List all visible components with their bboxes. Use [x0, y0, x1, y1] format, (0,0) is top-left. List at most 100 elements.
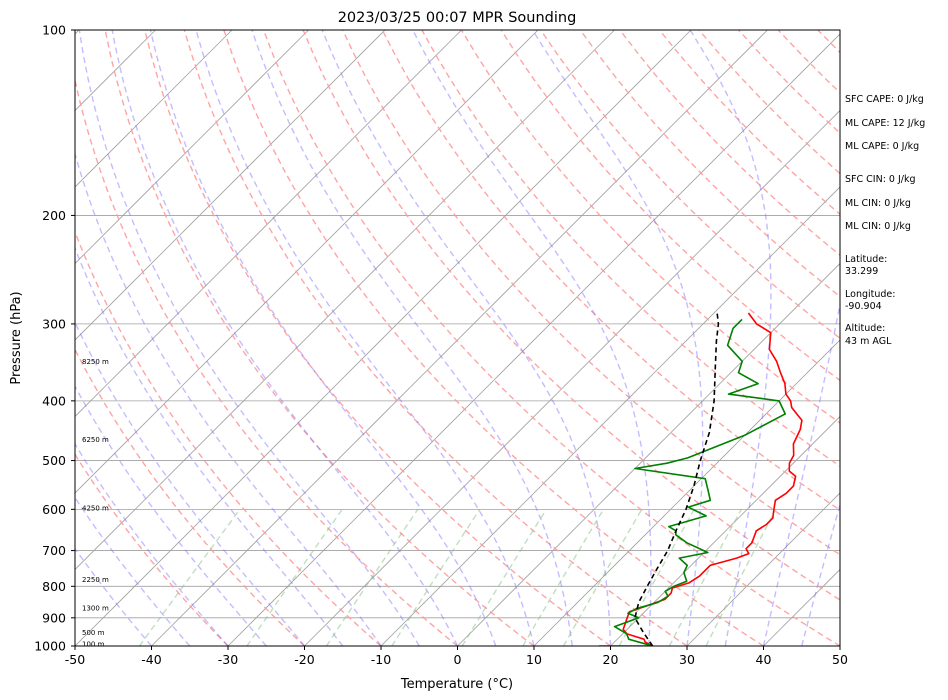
sfc-cin-label: SFC CIN: 0 J/kg	[845, 174, 916, 185]
y-tick-label: 800	[42, 579, 66, 594]
isotherm-line	[227, 33, 840, 646]
moist-adiabat-line	[75, 151, 382, 646]
moist-adiabat-line	[762, 300, 840, 646]
moist-adiabat-line	[195, 30, 535, 646]
mixing-ratio-line	[325, 508, 419, 646]
dry-adiabat-line	[75, 77, 458, 646]
height-label: 8250 m	[82, 358, 109, 366]
y-tick-label: 400	[42, 393, 66, 408]
y-tick-label: 500	[42, 453, 66, 468]
sfc-cape-label: SFC CAPE: 0 J/kg	[845, 94, 924, 105]
mixing-ratio-line	[461, 508, 547, 646]
mixing-ratio-line	[138, 508, 241, 646]
x-axis-label: Temperature (°C)	[400, 677, 513, 692]
isotherm-line	[75, 30, 539, 494]
isotherm-line	[686, 492, 840, 646]
ml-cin-label: ML CIN: 0 J/kg	[845, 198, 911, 209]
x-tick-label: -30	[218, 652, 238, 667]
isotherm-line	[75, 30, 233, 188]
moist-adiabat-line	[75, 442, 229, 646]
location-info: Latitude: 33.299 Longitude: -90.904 Alti…	[845, 254, 895, 347]
isotherm-line	[75, 30, 386, 341]
moist-adiabat-line	[111, 30, 459, 646]
background-lines	[75, 30, 948, 646]
x-tick-label: 40	[756, 652, 772, 667]
mixing-ratio-line	[391, 508, 481, 646]
altitude-value: 43 m AGL	[845, 336, 892, 347]
y-tick-label: 900	[42, 610, 66, 625]
x-axis: -50 -40 -30 -20 -10 0 10 20 30 40 50	[65, 646, 848, 667]
isotherm-line	[610, 415, 840, 646]
mixing-ratio-line	[246, 508, 343, 646]
y-tick-label: 200	[42, 208, 66, 223]
y-tick-label: 300	[42, 316, 66, 331]
moist-adiabat-line	[78, 30, 420, 646]
height-label: 100 m	[82, 640, 105, 648]
dry-adiabat-line	[104, 30, 535, 646]
mixing-ratio-line	[668, 508, 742, 646]
dry-adiabat-line	[223, 30, 764, 646]
height-label: 6250 m	[82, 436, 109, 444]
dry-adiabat-line	[183, 30, 688, 646]
x-tick-label: 50	[832, 652, 848, 667]
y-axis: 1000 900 800 700 600 500 400 300 200 100	[34, 23, 75, 654]
moist-adiabat-line	[75, 496, 191, 646]
moist-adiabat-line	[75, 384, 267, 646]
dry-adiabat-line	[75, 229, 382, 646]
isotherm-line	[75, 30, 615, 571]
x-tick-label: 10	[526, 652, 542, 667]
isotherm-line	[151, 30, 768, 646]
mixing-ratio-line	[562, 508, 643, 646]
moist-adiabat-line	[689, 30, 772, 646]
mixing-ratio-line	[522, 508, 605, 646]
height-label: 4250 m	[82, 505, 109, 513]
y-tick-label: 600	[42, 502, 66, 517]
dry-adiabat-line	[144, 30, 611, 646]
isotherm-line	[533, 339, 840, 646]
y-tick-label: 1000	[34, 639, 66, 654]
ml-cape-label: ML CAPE: 12 J/kg	[845, 118, 925, 129]
isotherm-line	[75, 30, 692, 646]
height-label: 1300 m	[82, 605, 109, 613]
moist-adiabat-line	[75, 246, 344, 646]
dry-adiabat-line	[262, 30, 840, 646]
dry-adiabat-line	[75, 452, 229, 646]
isotherm-line	[304, 109, 840, 646]
longitude-caption: Longitude:	[845, 289, 895, 300]
ml-cape-label-2: ML CAPE: 0 J/kg	[845, 141, 919, 152]
isotherm-line	[380, 186, 840, 646]
moist-adiabat-line	[321, 30, 612, 646]
height-labels: 100 m 500 m 1300 m 2250 m 4250 m 6250 m 8250 m	[82, 358, 109, 649]
moist-adiabat-line	[412, 30, 652, 646]
moist-adiabat-line	[251, 30, 573, 646]
height-label: 500 m	[82, 629, 105, 637]
latitude-caption: Latitude:	[845, 254, 887, 265]
chart-title: 2023/03/25 00:07 MPR Sounding	[338, 10, 577, 26]
plot-frame	[74, 29, 841, 647]
x-tick-label: -20	[294, 652, 314, 667]
dry-adiabat-line	[579, 30, 840, 298]
mixing-ratio-line	[705, 508, 777, 646]
isotherm-line	[75, 30, 462, 418]
moist-adiabat-line	[801, 502, 840, 646]
y-axis-label: Pressure (hPa)	[9, 291, 24, 384]
parcel-profile-line	[634, 310, 720, 646]
x-tick-label: -10	[371, 652, 391, 667]
y-tick-label: 700	[42, 543, 66, 558]
x-tick-label: 30	[679, 652, 695, 667]
moist-adiabat-line	[149, 30, 497, 646]
longitude-value: -90.904	[845, 301, 882, 312]
moist-adiabat-line	[532, 30, 704, 646]
x-tick-label: -40	[141, 652, 161, 667]
dry-adiabat-line	[75, 348, 305, 646]
ml-cin-label-2: ML CIN: 0 J/kg	[845, 221, 911, 232]
x-tick-label: 0	[454, 652, 462, 667]
y-tick-label: 100	[42, 23, 66, 38]
dewpoint-line	[599, 318, 786, 646]
sounding-params: SFC CAPE: 0 J/kg ML CAPE: 12 J/kg ML CAP…	[845, 94, 925, 232]
latitude-value: 33.299	[845, 266, 878, 277]
height-label: 2250 m	[82, 576, 109, 584]
x-tick-label: 20	[603, 652, 619, 667]
dry-adiabat-line	[937, 30, 948, 646]
